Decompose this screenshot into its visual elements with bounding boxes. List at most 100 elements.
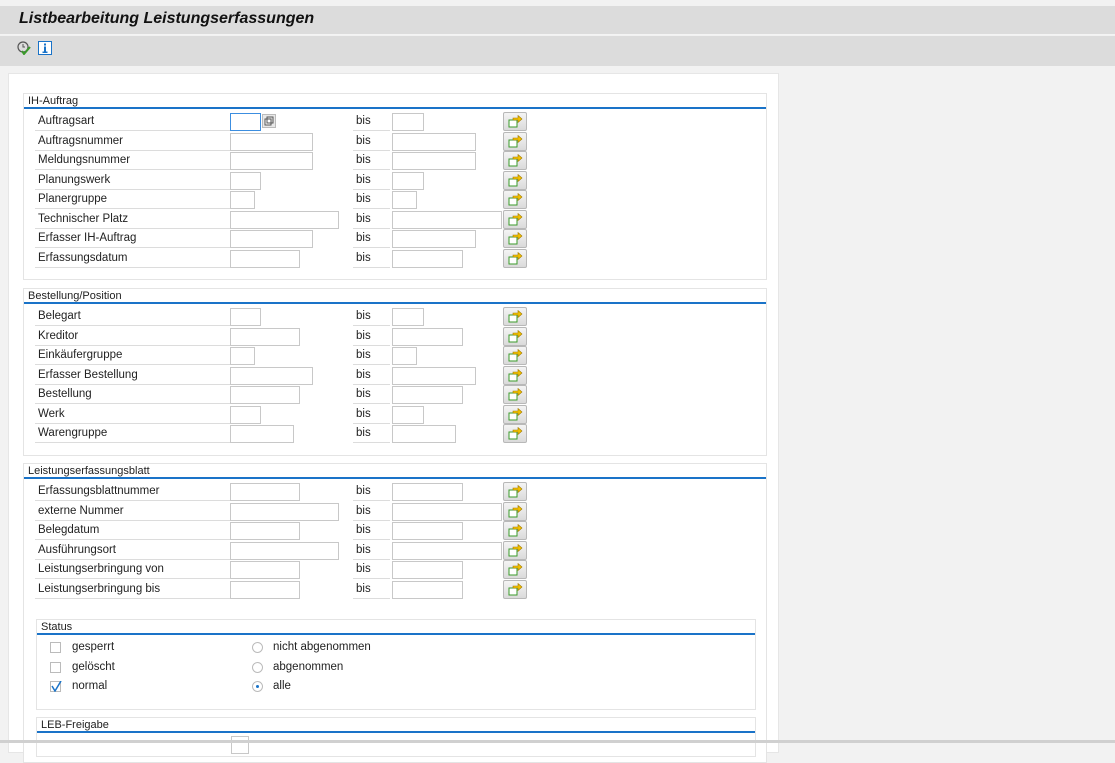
bestellung-from-input[interactable] xyxy=(230,386,300,404)
status-row: gelöscht abgenommen xyxy=(37,658,755,678)
leistungserbringung-bis-to-input[interactable] xyxy=(392,580,463,599)
radio-alle[interactable] xyxy=(252,681,263,692)
leistungserbringung-von-from-input[interactable] xyxy=(230,561,300,579)
bis-label: bis xyxy=(353,503,390,521)
ausführungsort-from-input[interactable] xyxy=(230,541,339,560)
auftragsnummer-to-input[interactable] xyxy=(392,132,476,151)
arrow-right-icon xyxy=(508,173,523,186)
row-ausführungsort: Ausführungsort bis xyxy=(24,540,766,561)
label-leistungserbringung-bis: Leistungserbringung bis xyxy=(35,581,231,599)
execute-icon[interactable] xyxy=(17,41,31,55)
multiple-selection-button[interactable] xyxy=(503,424,527,443)
info-icon[interactable] xyxy=(38,41,52,55)
externe-nummer-to-input[interactable] xyxy=(392,502,502,521)
multiple-selection-button[interactable] xyxy=(503,326,527,346)
multiple-selection-button[interactable] xyxy=(503,131,527,151)
multiple-selection-button[interactable] xyxy=(503,346,527,365)
ausführungsort-to-input[interactable] xyxy=(392,541,502,560)
erfasser-ih-auftrag-from-input[interactable] xyxy=(230,230,313,248)
werk-to-input[interactable] xyxy=(392,405,424,424)
einkäufergruppe-from-input[interactable] xyxy=(230,347,255,365)
auftragsart-to-input[interactable] xyxy=(392,113,424,131)
planungswerk-from-input[interactable] xyxy=(230,171,261,190)
erfasser-bestellung-from-input[interactable] xyxy=(230,366,313,385)
arrow-right-icon xyxy=(508,427,523,440)
multiple-selection-button[interactable] xyxy=(503,170,527,190)
erfasser-ih-auftrag-to-input[interactable] xyxy=(392,230,476,248)
multiple-selection-button[interactable] xyxy=(503,112,527,131)
multiple-selection-button[interactable] xyxy=(503,501,527,521)
multiple-selection-button[interactable] xyxy=(503,560,527,579)
arrow-right-icon xyxy=(508,212,523,225)
multiple-selection-button[interactable] xyxy=(503,579,527,599)
erfassungsblattnummer-to-input[interactable] xyxy=(392,483,463,501)
auftragsart-from-input[interactable] xyxy=(230,113,261,131)
technischer-platz-to-input[interactable] xyxy=(392,210,502,229)
meldungsnummer-to-input[interactable] xyxy=(392,152,476,170)
checkbox-gesperrt[interactable] xyxy=(50,642,61,653)
scrollbar[interactable] xyxy=(0,740,1115,743)
radio-nicht-abgenommen[interactable] xyxy=(252,642,263,653)
warengruppe-from-input[interactable] xyxy=(230,425,294,443)
arrow-right-icon xyxy=(508,368,523,381)
multiple-selection-button[interactable] xyxy=(503,521,527,540)
einkäufergruppe-to-input[interactable] xyxy=(392,347,417,365)
belegdatum-to-input[interactable] xyxy=(392,522,463,540)
multiple-selection-button[interactable] xyxy=(503,307,527,326)
leistungserbringung-von-to-input[interactable] xyxy=(392,561,463,579)
label-erfasser-bestellung: Erfasser Bestellung xyxy=(35,367,231,385)
belegart-from-input[interactable] xyxy=(230,308,261,326)
erfasser-bestellung-to-input[interactable] xyxy=(392,366,476,385)
belegdatum-from-input[interactable] xyxy=(230,522,300,540)
planergruppe-to-input[interactable] xyxy=(392,191,417,209)
warengruppe-to-input[interactable] xyxy=(392,425,456,443)
checkbox-gelöscht[interactable] xyxy=(50,661,61,673)
multiple-selection-button[interactable] xyxy=(503,190,527,209)
kreditor-to-input[interactable] xyxy=(392,327,463,346)
label-meldungsnummer: Meldungsnummer xyxy=(35,152,231,170)
multiple-selection-button[interactable] xyxy=(503,404,527,424)
row-belegart: Belegart bis xyxy=(24,307,766,327)
werk-from-input[interactable] xyxy=(230,405,261,424)
label-werk: Werk xyxy=(35,406,231,424)
row-planungswerk: Planungswerk bis xyxy=(24,170,766,191)
row-belegdatum: Belegdatum bis xyxy=(24,521,766,541)
planergruppe-from-input[interactable] xyxy=(230,191,255,209)
multiple-selection-button[interactable] xyxy=(503,540,527,560)
multiple-selection-icon[interactable] xyxy=(262,114,276,128)
erfassungsdatum-to-input[interactable] xyxy=(392,249,463,268)
kreditor-from-input[interactable] xyxy=(230,327,300,346)
auftragsnummer-from-input[interactable] xyxy=(230,132,313,151)
checkbox-label: gesperrt xyxy=(72,641,115,653)
selection-panel: IH-Auftrag Auftragsart bis Auftragsnumme… xyxy=(8,73,779,763)
arrow-right-icon xyxy=(508,582,523,595)
bis-label: bis xyxy=(353,133,390,151)
multiple-selection-button[interactable] xyxy=(503,482,527,501)
meldungsnummer-from-input[interactable] xyxy=(230,152,313,170)
erfassungsdatum-from-input[interactable] xyxy=(230,249,300,268)
label-kreditor: Kreditor xyxy=(35,328,231,346)
leistungserbringung-bis-from-input[interactable] xyxy=(230,580,300,599)
bis-label: bis xyxy=(353,328,390,346)
bis-label: bis xyxy=(353,172,390,190)
label-erfasser-ih-auftrag: Erfasser IH-Auftrag xyxy=(35,230,231,248)
planungswerk-to-input[interactable] xyxy=(392,171,424,190)
leb-freigabe-input[interactable] xyxy=(231,736,249,754)
belegart-to-input[interactable] xyxy=(392,308,424,326)
externe-nummer-from-input[interactable] xyxy=(230,502,339,521)
checkbox-normal[interactable] xyxy=(50,681,62,692)
multiple-selection-button[interactable] xyxy=(503,229,527,248)
toolbar xyxy=(0,36,1115,66)
erfassungsblattnummer-from-input[interactable] xyxy=(230,483,300,501)
multiple-selection-button[interactable] xyxy=(503,209,527,229)
bestellung-to-input[interactable] xyxy=(392,386,463,404)
arrow-right-icon xyxy=(508,193,523,206)
multiple-selection-button[interactable] xyxy=(503,365,527,385)
multiple-selection-button[interactable] xyxy=(503,248,527,268)
technischer-platz-from-input[interactable] xyxy=(230,210,339,229)
row-werk: Werk bis xyxy=(24,404,766,425)
radio-abgenommen[interactable] xyxy=(252,661,263,673)
status-row: normal alle xyxy=(37,677,755,697)
multiple-selection-button[interactable] xyxy=(503,385,527,404)
multiple-selection-button[interactable] xyxy=(503,151,527,170)
